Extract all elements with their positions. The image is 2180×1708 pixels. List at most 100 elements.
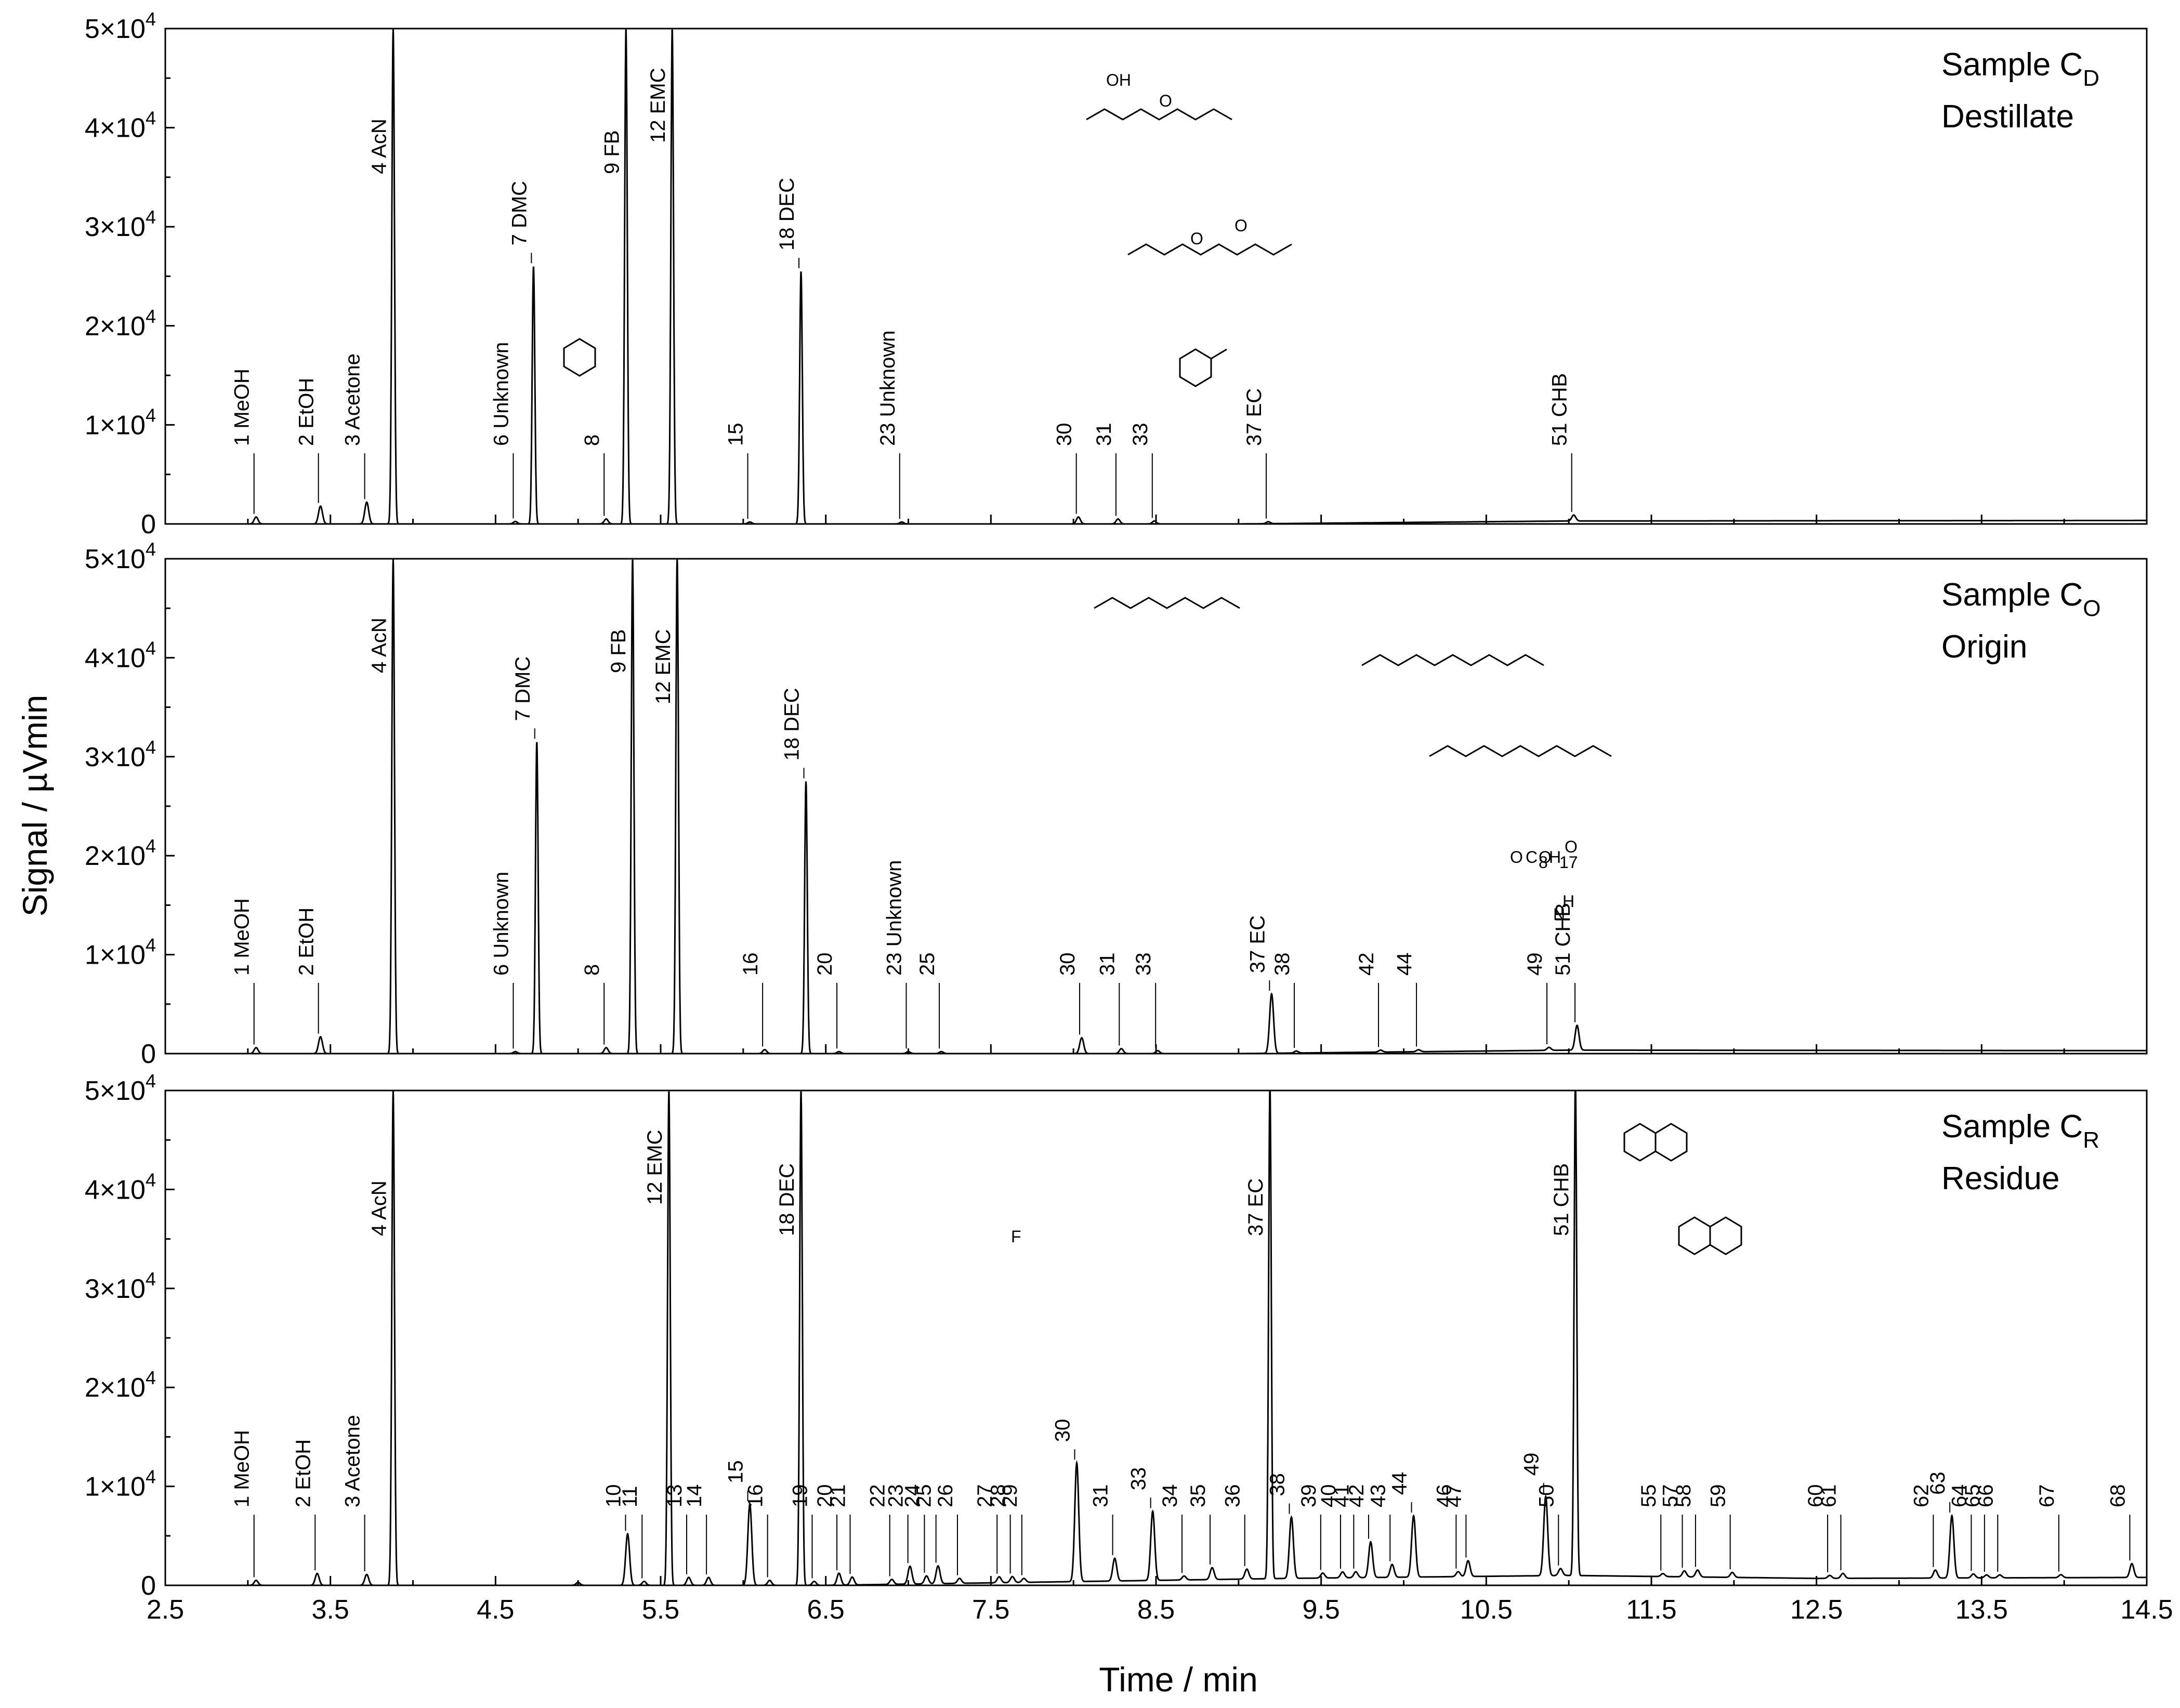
structure-atom: O xyxy=(1159,91,1172,110)
x-tick-label: 7.5 xyxy=(972,1595,1009,1625)
peak-label: 16 xyxy=(739,953,762,976)
y-tick-label: 3×104 xyxy=(85,206,156,242)
peak-label: 4 AcN xyxy=(367,1180,390,1236)
peak-label: 49 xyxy=(1524,953,1546,976)
peak-label: 38 xyxy=(1271,953,1294,976)
peak-label: 9 FB xyxy=(607,629,630,673)
peak-label: 3 Acetone xyxy=(342,353,364,446)
sample-description: Residue xyxy=(1941,1161,2059,1197)
structure-bond xyxy=(1361,654,1544,666)
peak-label: 55 xyxy=(1637,1484,1660,1508)
peak-label: 35 xyxy=(1187,1484,1210,1508)
peak-label: 1 MeOH xyxy=(231,1430,254,1507)
peak-label: 43 xyxy=(1367,1484,1389,1508)
peak-label: 39 xyxy=(1297,1484,1320,1508)
peak-label: 36 xyxy=(1222,1484,1244,1508)
peak-label: 6 Unknown xyxy=(490,342,513,446)
peak-label: 51 CHB xyxy=(1552,903,1574,976)
peak-label: 33 xyxy=(1132,953,1155,976)
x-tick-label: 5.5 xyxy=(642,1595,679,1625)
peak-label: 20 xyxy=(813,953,836,976)
structure-atom: O xyxy=(1235,216,1247,235)
y-tick-label: 0 xyxy=(141,1571,156,1601)
peak-label: 15 xyxy=(725,1460,747,1483)
y-tick-label: 1×104 xyxy=(85,404,156,440)
peak-label: 40 xyxy=(1317,1484,1340,1508)
peak-label: 8 xyxy=(581,435,603,446)
structure-atom: F xyxy=(1011,1227,1021,1246)
peak-label: 42 xyxy=(1345,1484,1368,1508)
x-tick-label: 4.5 xyxy=(477,1595,514,1625)
peak-label: 16 xyxy=(744,1484,767,1508)
peak-label: 18 DEC xyxy=(781,688,804,760)
peak-label: 58 xyxy=(1672,1484,1695,1508)
x-tick-label: 12.5 xyxy=(1790,1595,1843,1625)
y-tick-label: 0 xyxy=(141,509,156,540)
x-tick-label: 10.5 xyxy=(1460,1595,1513,1625)
peak-label: 2 EtOH xyxy=(295,378,318,446)
peak-label: 60 xyxy=(1804,1484,1827,1508)
x-tick-label: 9.5 xyxy=(1303,1595,1340,1625)
peak-label: 1 MeOH xyxy=(231,369,254,446)
peak-label: 27 xyxy=(974,1484,996,1508)
structure-bond xyxy=(563,338,596,377)
structure-bond xyxy=(1094,597,1240,609)
y-tick-label: 2×104 xyxy=(85,1367,156,1403)
structure-atom: H xyxy=(1549,848,1561,866)
peak-label: 23 Unknown xyxy=(876,331,899,446)
peak-label: 38 xyxy=(1266,1473,1289,1496)
structure-atom: OH xyxy=(1106,71,1131,89)
peak-label: 1 MeOH xyxy=(231,898,254,976)
peak-label: 66 xyxy=(1974,1484,1997,1508)
peak-label: 30 xyxy=(1056,953,1079,976)
peak-label: 44 xyxy=(1393,953,1416,976)
peak-label: 7 DMC xyxy=(508,181,531,245)
y-tick-label: 3×104 xyxy=(85,1268,156,1304)
peak-label: 34 xyxy=(1159,1484,1181,1508)
sample-label: Sample CO xyxy=(1941,577,2100,621)
x-tick-label: 11.5 xyxy=(1626,1595,1676,1625)
sample-label: Sample CD xyxy=(1941,47,2099,91)
trace-origin xyxy=(165,559,2147,1054)
peak-label: 37 EC xyxy=(1244,1178,1267,1236)
peak-label: 2 EtOH xyxy=(295,908,318,976)
peak-label: 30 xyxy=(1052,1419,1074,1442)
structure-bond xyxy=(1086,108,1232,121)
y-tick-label: 4×104 xyxy=(85,1169,156,1205)
x-tick-label: 6.5 xyxy=(807,1595,845,1625)
structure-bond xyxy=(1623,1123,1688,1162)
peak-label: 9 FB xyxy=(600,130,623,174)
peak-label: 31 xyxy=(1096,953,1119,976)
peak-label: 59 xyxy=(1707,1484,1730,1508)
peak-label: 33 xyxy=(1129,423,1152,446)
peak-label: 33 xyxy=(1127,1467,1150,1491)
y-tick-label: 4×104 xyxy=(85,108,156,143)
structure-atom: 8 xyxy=(1539,853,1548,872)
panel-residue: 0 1×104 2×104 3×104 4×104 5×104 Sample CR Resid… xyxy=(85,1070,2148,1601)
peak-label: 12 EMC xyxy=(647,68,669,143)
peak-label: 15 xyxy=(725,423,747,446)
structure-atom: H xyxy=(1562,892,1574,911)
peak-label: 47 xyxy=(1442,1484,1465,1508)
panel-destillate: 0 1×104 2×104 3×104 4×104 5×104 Sample CD Desti… xyxy=(85,8,2148,540)
x-tick-label: 13.5 xyxy=(1955,1595,2008,1625)
structure-atom: O xyxy=(1190,229,1203,248)
y-tick-label: 3×104 xyxy=(85,737,156,772)
peak-label: 50 xyxy=(1535,1484,1558,1508)
peak-label: 2 EtOH xyxy=(292,1439,314,1507)
peak-label: 68 xyxy=(2106,1484,2129,1508)
chemical-structures xyxy=(563,108,1742,1255)
peak-label: 11 xyxy=(619,1486,641,1507)
structure-atom: O xyxy=(1539,848,1552,866)
plot-frame xyxy=(164,28,2148,525)
peak-label: 26 xyxy=(934,1484,957,1508)
y-tick-label: 5×104 xyxy=(85,8,156,44)
x-tick-label: 2.5 xyxy=(147,1595,184,1625)
peak-label: 65 xyxy=(1961,1484,1984,1508)
peak-label: 61 xyxy=(1818,1484,1841,1508)
peak-label: 64 xyxy=(1948,1484,1971,1508)
peak-label: 8 xyxy=(581,964,603,976)
peak-label: 57 xyxy=(1659,1484,1682,1508)
structure-atom: 17 xyxy=(1559,853,1578,872)
